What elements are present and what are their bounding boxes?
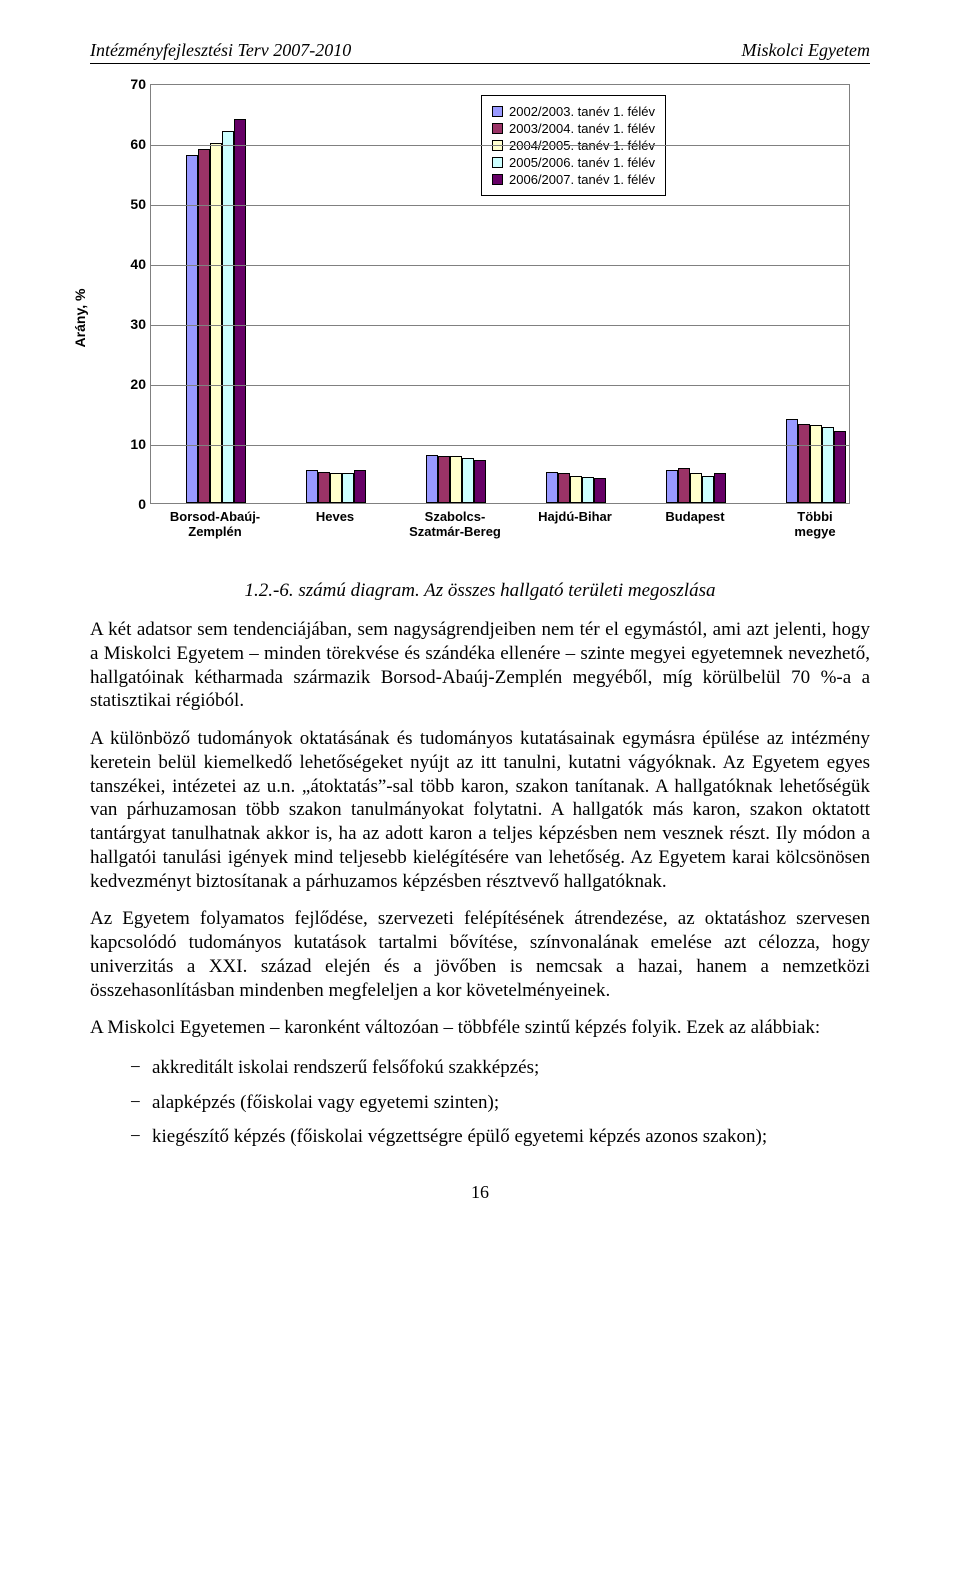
bar bbox=[474, 460, 486, 503]
list-item: kiegészítő képzés (főiskolai végzettségr… bbox=[130, 1123, 870, 1152]
legend-swatch bbox=[492, 123, 503, 134]
y-tick-label: 40 bbox=[110, 256, 146, 272]
grid-line bbox=[151, 205, 849, 206]
bar-group bbox=[546, 472, 606, 503]
bar-group bbox=[786, 419, 846, 503]
y-tick-label: 20 bbox=[110, 376, 146, 392]
bar bbox=[438, 456, 450, 503]
bar bbox=[330, 473, 342, 503]
y-axis-title: Arány, % bbox=[72, 289, 88, 348]
bar bbox=[450, 456, 462, 503]
list-item: alapképzés (főiskolai vagy egyetemi szin… bbox=[130, 1089, 870, 1118]
paragraph-4: A Miskolci Egyetemen – karonként változó… bbox=[90, 1016, 870, 1040]
bar bbox=[690, 473, 702, 503]
legend-swatch bbox=[492, 174, 503, 185]
page-header: Intézményfejlesztési Terv 2007-2010 Misk… bbox=[90, 40, 870, 64]
bar-group bbox=[666, 468, 726, 503]
bar bbox=[186, 155, 198, 503]
bar bbox=[546, 472, 558, 503]
grid-line bbox=[151, 445, 849, 446]
bar bbox=[222, 131, 234, 503]
bar bbox=[570, 476, 582, 503]
y-tick-label: 10 bbox=[110, 436, 146, 452]
plot-frame: 2002/2003. tanév 1. félév 2003/2004. tané… bbox=[150, 84, 850, 504]
bar bbox=[558, 473, 570, 503]
x-tick-label: Többi megye bbox=[794, 510, 835, 540]
bar bbox=[678, 468, 690, 503]
bar bbox=[342, 473, 354, 503]
bar-chart: Arány, % 010203040506070 2002/2003. tané… bbox=[90, 84, 870, 552]
bar-group bbox=[306, 470, 366, 503]
header-left: Intézményfejlesztési Terv 2007-2010 bbox=[90, 40, 351, 61]
legend-label: 2002/2003. tanév 1. félév bbox=[509, 104, 655, 119]
legend-label: 2006/2007. tanév 1. félév bbox=[509, 172, 655, 187]
bar bbox=[210, 143, 222, 503]
bar bbox=[582, 477, 594, 503]
bullet-list: akkreditált iskolai rendszerű felsőfokú … bbox=[90, 1054, 870, 1152]
y-tick-label: 0 bbox=[110, 496, 146, 512]
bar bbox=[354, 470, 366, 503]
paragraph-1: A két adatsor sem tendenciájában, sem na… bbox=[90, 618, 870, 713]
x-tick-label: Heves bbox=[316, 510, 354, 525]
grid-line bbox=[151, 265, 849, 266]
x-tick-label: Borsod-Abaúj- Zemplén bbox=[170, 510, 260, 540]
bar bbox=[822, 427, 834, 503]
legend-label: 2003/2004. tanév 1. félév bbox=[509, 121, 655, 136]
paragraph-2: A különböző tudományok oktatásának és tu… bbox=[90, 727, 870, 893]
chart-caption: 1.2.-6. számú diagram. Az összes hallgat… bbox=[90, 580, 870, 602]
bar-group bbox=[426, 455, 486, 503]
y-tick-label: 70 bbox=[110, 76, 146, 92]
y-ticks: 010203040506070 bbox=[110, 84, 150, 504]
legend-item: 2006/2007. tanév 1. félév bbox=[492, 172, 655, 187]
grid-line bbox=[151, 385, 849, 386]
paragraph-3: Az Egyetem folyamatos fejlődése, szervez… bbox=[90, 907, 870, 1002]
bar bbox=[702, 476, 714, 503]
legend-label: 2005/2006. tanév 1. félév bbox=[509, 155, 655, 170]
x-tick-label: Budapest bbox=[665, 510, 724, 525]
y-tick-label: 60 bbox=[110, 136, 146, 152]
grid-line bbox=[151, 325, 849, 326]
y-tick-label: 30 bbox=[110, 316, 146, 332]
list-item: akkreditált iskolai rendszerű felsőfokú … bbox=[130, 1054, 870, 1083]
bar bbox=[810, 425, 822, 503]
bar bbox=[786, 419, 798, 503]
legend-item: 2002/2003. tanév 1. félév bbox=[492, 104, 655, 119]
page: Intézményfejlesztési Terv 2007-2010 Misk… bbox=[0, 0, 960, 1243]
bar bbox=[594, 478, 606, 503]
bar bbox=[666, 470, 678, 503]
legend-swatch bbox=[492, 106, 503, 117]
grid-line bbox=[151, 145, 849, 146]
legend-item: 2005/2006. tanév 1. félév bbox=[492, 155, 655, 170]
page-number: 16 bbox=[90, 1182, 870, 1203]
bar bbox=[462, 458, 474, 503]
bar bbox=[306, 470, 318, 503]
header-right: Miskolci Egyetem bbox=[742, 40, 870, 61]
bar bbox=[318, 472, 330, 503]
x-tick-label: Hajdú-Bihar bbox=[538, 510, 612, 525]
bar bbox=[198, 149, 210, 503]
x-axis-labels: Borsod-Abaúj- Zemplén Heves Szabolcs- Szat… bbox=[150, 504, 850, 552]
legend-item: 2003/2004. tanév 1. félév bbox=[492, 121, 655, 136]
bar bbox=[798, 424, 810, 503]
x-tick-label: Szabolcs- Szatmár-Bereg bbox=[409, 510, 501, 540]
bar bbox=[426, 455, 438, 503]
bar bbox=[714, 473, 726, 503]
bar bbox=[834, 431, 846, 503]
y-tick-label: 50 bbox=[110, 196, 146, 212]
legend-swatch bbox=[492, 157, 503, 168]
